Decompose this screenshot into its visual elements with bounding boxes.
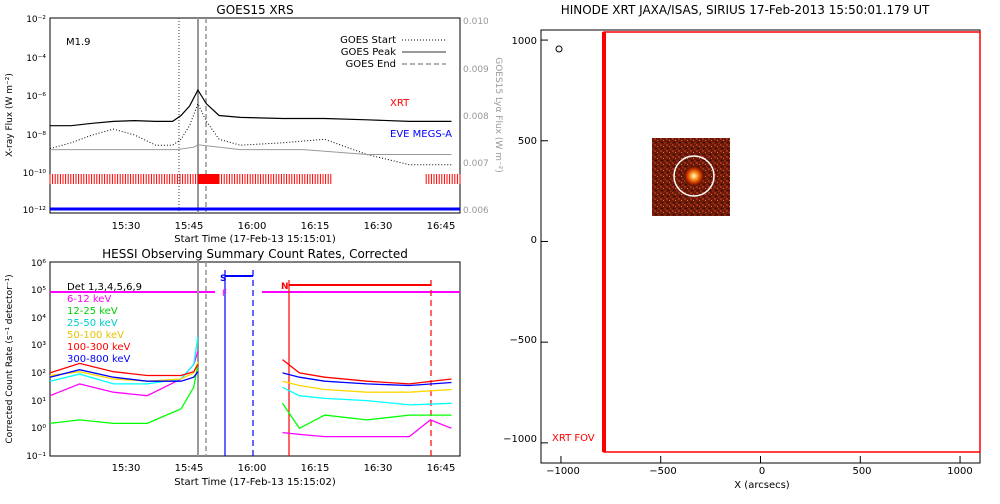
goes-x-tick: 15:30 — [112, 221, 141, 232]
goes-y-tick: 10⁻⁶ — [26, 92, 46, 102]
xrt-y-tick: 0 — [531, 235, 537, 246]
goes-x-ticks: 15:30 15:45 16:00 16:15 16:30 16:45 — [112, 221, 456, 232]
legend-100-300: 100-300 keV — [67, 342, 131, 353]
xrt-y-tick: 500 — [518, 136, 537, 147]
hessi-x-tick: 15:45 — [175, 463, 204, 474]
xrt-coverage-block — [197, 174, 220, 184]
hessi-series-25-50-kev — [49, 336, 452, 406]
hessi-series-12-25-kev — [49, 364, 452, 430]
hessi-legend: Det 1,3,4,5,6,9 6-12 keV 12-25 keV 25-50… — [67, 282, 142, 365]
goes-y2-tick: 0.006 — [463, 206, 489, 216]
xrt-y-tick: −500 — [510, 335, 537, 346]
hessi-y-ticks: 10⁻¹ 10⁰ 10¹ 10² 10³ 10⁴ 10⁵ 10⁶ — [26, 259, 46, 462]
goes-y2-ticks: 0.006 0.007 0.008 0.009 0.010 — [463, 17, 489, 216]
goes-x-tick: 16:30 — [364, 221, 393, 232]
goes-y-ticks: 10⁻¹² 10⁻¹⁰ 10⁻⁸ 10⁻⁶ 10⁻⁴ 10⁻² — [23, 15, 47, 216]
goes-plot-frame — [49, 17, 461, 214]
reference-marker — [555, 45, 563, 53]
goes-legend: GOES Start GOES Peak GOES End — [340, 35, 446, 70]
hessi-series-300-800-kev — [49, 369, 452, 387]
goes-y2-tick: 0.010 — [463, 17, 489, 27]
legend-50-100: 50-100 keV — [67, 330, 124, 341]
xrt-label: XRT — [390, 98, 410, 109]
goes-x-tick: 16:45 — [427, 221, 456, 232]
goes-y-tick: 10⁻⁸ — [26, 131, 46, 141]
xrt-x-tick: −1000 — [546, 466, 580, 477]
xrt-fov-label: XRT FOV — [552, 433, 595, 444]
eve-label: EVE MEGS-A — [390, 129, 452, 140]
goes-y-tick: 10⁻¹² — [23, 206, 47, 216]
xrt-x-tick: 500 — [852, 466, 871, 477]
goes-y2-tick: 0.009 — [463, 65, 489, 75]
legend-goes-start: GOES Start — [340, 35, 396, 46]
hessi-y-tick: 10⁰ — [31, 424, 46, 434]
hessi-y-tick: 10⁴ — [31, 314, 46, 324]
goes-title: GOES15 XRS — [216, 3, 293, 17]
goes-y2-label: GOES15 Lyα Flux (W m⁻²) — [493, 57, 503, 173]
xrt-y-tick: −1000 — [503, 434, 537, 445]
xrt-axis-tick-marks — [541, 39, 961, 463]
hessi-panel: HESSI Observing Summary Count Rates, Cor… — [5, 247, 461, 488]
legend-12-25: 12-25 keV — [67, 306, 118, 317]
goes-x-label: Start Time (17-Feb-13 15:15:01) — [174, 234, 336, 245]
hessi-x-tick: 16:00 — [238, 463, 267, 474]
hessi-x-tick: 16:15 — [301, 463, 330, 474]
goes-panel: GOES15 XRS 10⁻¹² 10⁻¹⁰ 10⁻⁸ 10⁻⁶ 10⁻⁴ 10… — [5, 3, 503, 245]
goes-x-tick: 16:00 — [238, 221, 267, 232]
hessi-y-tick: 10³ — [31, 341, 46, 351]
flare-source — [684, 166, 704, 186]
hessi-x-ticks: 15:30 15:45 16:00 16:15 16:30 16:45 — [112, 463, 456, 474]
goes-y-label: X-ray Flux (W m⁻²) — [5, 73, 15, 157]
goes-y-tick: 10⁻¹⁰ — [23, 169, 47, 179]
flare-circle — [673, 155, 715, 197]
hessi-y-tick: 10² — [31, 369, 46, 379]
legend-goes-end: GOES End — [346, 59, 396, 70]
hessi-flag-n: N — [281, 282, 289, 292]
goes-short-series — [50, 88, 452, 127]
xrt-coverage-ticks — [49, 174, 461, 184]
hessi-flag-f: F — [222, 289, 227, 299]
goes-lya-series — [50, 144, 452, 155]
xrt-x-tick: −500 — [649, 466, 676, 477]
hessi-y-tick: 10⁶ — [31, 259, 46, 269]
hessi-y-tick: 10⁵ — [31, 286, 46, 296]
legend-6-12: 6-12 keV — [67, 294, 111, 305]
xrt-x-ticks: −1000 −500 0 500 1000 — [546, 466, 973, 477]
xrt-fov-box — [603, 31, 981, 453]
goes-y2-tick: 0.008 — [463, 112, 489, 122]
goes-flare-class: M1.9 — [66, 37, 91, 48]
legend-300-800: 300-800 keV — [67, 354, 131, 365]
goes-y-tick: 10⁻² — [26, 15, 46, 25]
xrt-plot-frame — [540, 29, 981, 464]
xrt-x-tick: 0 — [759, 466, 765, 477]
goes-y2-tick: 0.007 — [463, 159, 489, 169]
xrt-panel: HINODE XRT JAXA/ISAS, SIRIUS 17-Feb-2013… — [503, 3, 981, 491]
hessi-y-tick: 10¹ — [31, 397, 46, 407]
legend-25-50: 25-50 keV — [67, 318, 118, 329]
xrt-x-label: X (arcsecs) — [734, 480, 790, 491]
goes-x-tick: 16:15 — [301, 221, 330, 232]
xrt-x-tick: 1000 — [947, 466, 972, 477]
xrt-y-ticks: 1000 500 0 −500 −1000 — [503, 36, 537, 445]
hessi-flag-s: S — [220, 274, 226, 284]
hessi-plot-frame — [49, 261, 461, 457]
hessi-x-tick: 16:30 — [364, 463, 393, 474]
legend-detectors: Det 1,3,4,5,6,9 — [67, 282, 142, 293]
hessi-x-tick: 16:45 — [427, 463, 456, 474]
hessi-y-label: Corrected Count Rate (s⁻¹ detector⁻¹) — [5, 274, 15, 443]
xrt-y-tick: 1000 — [512, 36, 537, 47]
legend-goes-peak: GOES Peak — [341, 47, 396, 58]
goes-y-tick: 10⁻⁴ — [26, 54, 46, 64]
hessi-x-label: Start Time (17-Feb-13 15:15:02) — [174, 477, 336, 488]
hessi-x-tick: 15:30 — [112, 463, 141, 474]
hessi-y-tick: 10⁻¹ — [26, 452, 46, 462]
hessi-series-100-300-kev — [49, 359, 452, 385]
xrt-title: HINODE XRT JAXA/ISAS, SIRIUS 17-Feb-2013… — [561, 3, 930, 17]
goes-x-tick: 15:45 — [175, 221, 204, 232]
hessi-title: HESSI Observing Summary Count Rates, Cor… — [102, 247, 408, 261]
hessi-series-group — [49, 336, 452, 438]
